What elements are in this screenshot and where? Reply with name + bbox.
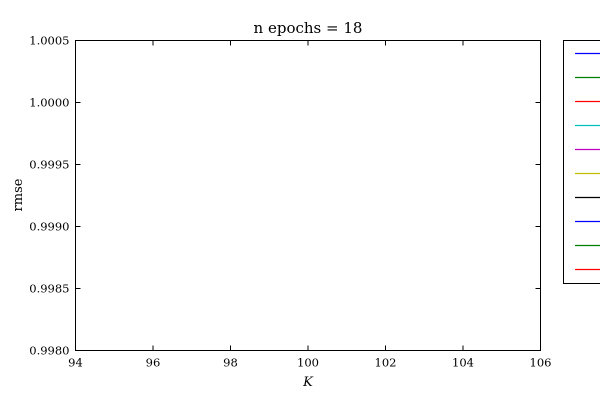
- x-tick-label: 94: [68, 356, 83, 370]
- y-tick-label: 1.0000: [29, 96, 69, 110]
- x-tick-label: 106: [530, 356, 552, 370]
- y-tick-label: 0.9980: [29, 344, 69, 358]
- chart-title: n epochs = 18: [254, 19, 363, 37]
- y-axis-label: rmse: [11, 178, 26, 211]
- plot-area: [75, 40, 541, 351]
- legend: [563, 40, 600, 284]
- y-axis: 0.9980 0.9985 0.9990 0.9995 1.0000 1.0005: [29, 34, 541, 358]
- x-tick-label: 96: [146, 356, 161, 370]
- y-tick-label: 0.9985: [29, 282, 69, 296]
- x-axis: 94 96 98 100 102 104 106: [68, 40, 552, 370]
- x-axis-label: K: [302, 375, 314, 390]
- y-tick-label: 0.9995: [29, 158, 69, 172]
- x-tick-label: 100: [297, 356, 319, 370]
- y-tick-label: 1.0005: [29, 34, 69, 48]
- y-tick-label: 0.9990: [29, 220, 69, 234]
- legend-box: [563, 40, 600, 284]
- x-tick-label: 102: [375, 356, 397, 370]
- x-tick-label: 104: [452, 356, 474, 370]
- x-tick-label: 98: [223, 356, 238, 370]
